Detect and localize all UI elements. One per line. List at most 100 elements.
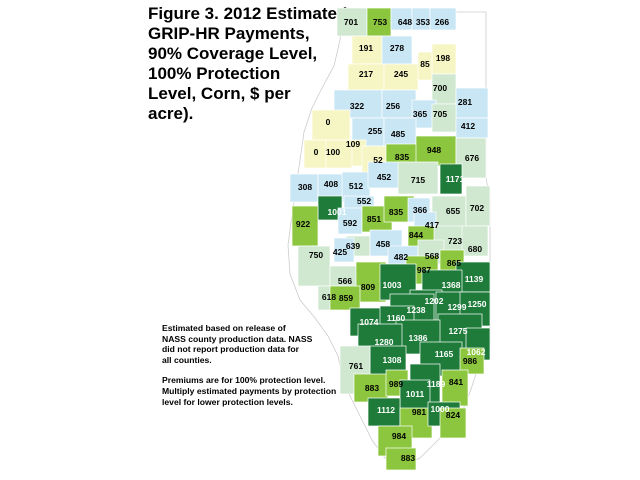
county-value-label: 1386 bbox=[409, 333, 428, 343]
county-value-label: 883 bbox=[401, 453, 415, 463]
county-region bbox=[337, 207, 363, 235]
county-value-label: 835 bbox=[389, 207, 403, 217]
county-region bbox=[333, 237, 355, 263]
county-value-label: 723 bbox=[448, 236, 462, 246]
county-value-label: 1003 bbox=[383, 280, 402, 290]
county-region bbox=[351, 35, 383, 65]
county-value-label: 981 bbox=[412, 407, 426, 417]
county-value-label: 308 bbox=[298, 182, 312, 192]
county-value-label: 715 bbox=[411, 175, 425, 185]
title-line: Level, Corn, $ per bbox=[148, 84, 291, 103]
notes: Estimated based on release of NASS count… bbox=[162, 323, 362, 417]
county-value-label: 1299 bbox=[448, 302, 467, 312]
county-region bbox=[381, 35, 413, 65]
county-value-label: 809 bbox=[361, 282, 375, 292]
county-value-label: 984 bbox=[392, 431, 406, 441]
county-region bbox=[383, 117, 417, 147]
county-region bbox=[441, 369, 469, 407]
county-value-label: 1189 bbox=[427, 379, 446, 389]
county-value-label: 851 bbox=[367, 214, 381, 224]
county-value-label: 278 bbox=[390, 43, 404, 53]
county-value-label: 1000 bbox=[431, 404, 450, 414]
county-region bbox=[415, 135, 457, 167]
county-value-label: 281 bbox=[458, 97, 472, 107]
county-value-label: 1074 bbox=[360, 317, 379, 327]
county-value-label: 922 bbox=[296, 219, 310, 229]
county-value-label: 85 bbox=[420, 59, 430, 69]
county-region bbox=[311, 109, 351, 141]
county-value-label: 412 bbox=[461, 121, 475, 131]
county-region bbox=[431, 73, 457, 105]
county-region bbox=[429, 7, 457, 31]
note-line: NASS county production data. NASS bbox=[162, 333, 313, 344]
county-value-label: 1139 bbox=[465, 274, 484, 284]
county-value-label: 987 bbox=[417, 265, 431, 275]
note-line: Premiums are for 100% protection level. bbox=[162, 375, 326, 386]
county-value-label: 1280 bbox=[375, 337, 394, 347]
county-region bbox=[455, 87, 489, 119]
county-value-label: 986 bbox=[463, 356, 477, 366]
county-value-label: 592 bbox=[343, 218, 357, 228]
county-value-label: 100 bbox=[326, 147, 340, 157]
county-value-label: 198 bbox=[436, 53, 450, 63]
county-value-label: 1011 bbox=[406, 389, 425, 399]
county-value-label: 639 bbox=[346, 241, 360, 251]
county-value-label: 844 bbox=[409, 230, 423, 240]
note-line: Multiply estimated payments by protectio… bbox=[162, 385, 337, 396]
county-value-label: 1202 bbox=[425, 296, 444, 306]
county-value-label: 245 bbox=[394, 69, 408, 79]
county-value-label: 989 bbox=[389, 379, 403, 389]
county-region bbox=[353, 373, 389, 403]
data-source-note: Estimated based on release of NASS count… bbox=[162, 323, 362, 365]
county-value-label: 1238 bbox=[407, 305, 426, 315]
county-value-label: 322 bbox=[350, 101, 364, 111]
county-value-label: 109 bbox=[346, 139, 360, 149]
note-line: did not report production data for bbox=[162, 344, 300, 355]
county-value-label: 761 bbox=[349, 361, 363, 371]
county-value-label: 655 bbox=[446, 206, 460, 216]
county-value-label: 1160 bbox=[387, 313, 406, 323]
county-value-label: 750 bbox=[309, 250, 323, 260]
county-value-label: 1368 bbox=[442, 280, 461, 290]
premium-note: Premiums are for 100% protection level. … bbox=[162, 375, 362, 407]
county-region bbox=[431, 103, 457, 133]
county-value-label: 859 bbox=[339, 293, 353, 303]
county-region bbox=[336, 7, 368, 37]
county-value-label: 1001 bbox=[328, 207, 347, 217]
county-region bbox=[461, 225, 489, 257]
county-value-label: 408 bbox=[324, 179, 338, 189]
county-value-label: 1275 bbox=[449, 326, 468, 336]
county-value-label: 1062 bbox=[467, 347, 486, 357]
county-region bbox=[329, 285, 361, 311]
county-value-label: 700 bbox=[433, 83, 447, 93]
county-region bbox=[385, 447, 417, 471]
county-region bbox=[431, 43, 457, 75]
county-layer bbox=[289, 7, 491, 471]
county-region bbox=[439, 163, 463, 195]
county-value-label: 753 bbox=[373, 17, 387, 27]
county-value-label: 417 bbox=[425, 220, 439, 230]
county-region bbox=[455, 137, 487, 179]
county-region bbox=[397, 161, 439, 195]
county-value-label: 948 bbox=[427, 145, 441, 155]
county-value-label: 568 bbox=[425, 251, 439, 261]
title-line: Figure 3. 2012 Estimated bbox=[148, 4, 348, 23]
county-value-label: 425 bbox=[333, 247, 347, 257]
county-value-label: 824 bbox=[446, 410, 460, 420]
county-region bbox=[341, 171, 371, 201]
county-value-label: 648 bbox=[398, 17, 412, 27]
county-region bbox=[439, 407, 467, 439]
county-value-label: 1308 bbox=[383, 355, 402, 365]
county-value-label: 1165 bbox=[435, 349, 454, 359]
note-line: level for lower protection levels. bbox=[162, 396, 293, 407]
county-value-label: 841 bbox=[449, 377, 463, 387]
title-line: GRIP-HR Payments, bbox=[148, 24, 310, 43]
county-value-label: 705 bbox=[433, 109, 447, 119]
county-value-label: 1171 bbox=[446, 174, 465, 184]
county-value-label: 835 bbox=[395, 152, 409, 162]
county-value-label: 353 bbox=[416, 17, 430, 27]
title-line: 100% Protection bbox=[148, 64, 281, 83]
county-value-label: 512 bbox=[349, 181, 363, 191]
